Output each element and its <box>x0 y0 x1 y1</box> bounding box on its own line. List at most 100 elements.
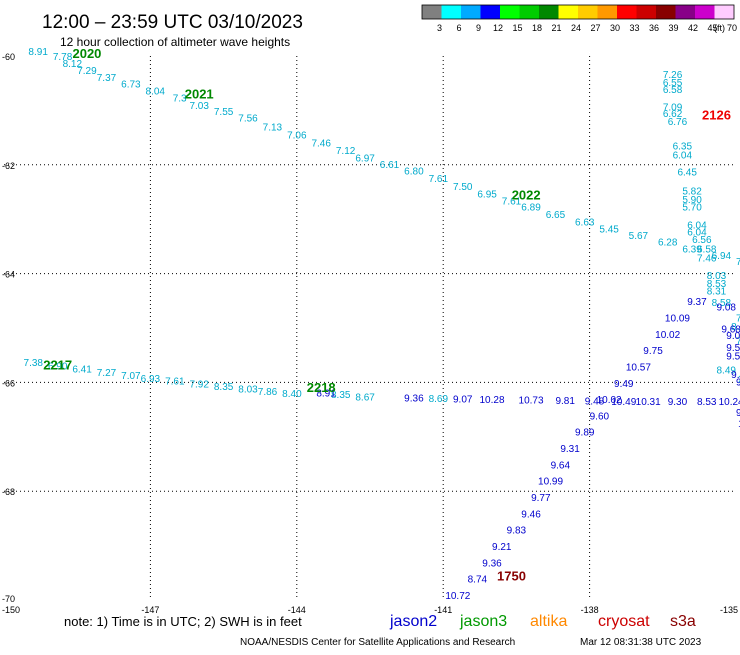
legend-bin-label: 70 <box>727 23 737 33</box>
wave-height-value: 6.28 <box>658 237 678 248</box>
map-plot-area: 8.91 7.788.127.297.37 6.73 8.04 7.37.03 7.55 7… <box>0 46 740 602</box>
latitude-label: -60 <box>2 52 15 62</box>
figure-subtitle: 12 hour collection of altimeter wave hei… <box>60 35 290 49</box>
wave-height-value: 7.61 <box>429 174 449 185</box>
wave-height-value: 7.55 <box>214 107 234 118</box>
wave-height-value: 6.97 <box>355 154 375 165</box>
wave-height-value: 5.82 <box>682 187 702 198</box>
legend-bin-label: 18 <box>532 23 542 33</box>
legend-swatch <box>461 5 481 19</box>
wave-height-value: 10.28 <box>479 395 504 406</box>
wave-height-value: 6.56 <box>692 235 712 246</box>
legend-swatch <box>539 5 559 19</box>
wave-height-value: 6.39 <box>682 244 702 255</box>
pass-time-label: 2022 <box>512 188 541 203</box>
wave-height-value: 10.57 <box>626 362 651 373</box>
satellite-name: jason3 <box>459 613 507 630</box>
wave-height-value: 8.53 <box>697 397 717 408</box>
wave-height-value: 6.94 <box>712 251 732 262</box>
wave-height-value: 7.27 <box>97 368 117 379</box>
wave-height-value: 6.45 <box>677 168 697 179</box>
legend-swatch <box>422 5 442 19</box>
wave-height-value: 7.07 <box>121 371 141 382</box>
wave-height-value: 6.55 <box>663 78 683 89</box>
wave-height-value: 9.07 <box>453 395 473 406</box>
wave-height-value: 9.60 <box>590 411 610 422</box>
legend-bin-label: 3 <box>437 23 442 33</box>
wave-height-value: 7.86 <box>258 387 278 398</box>
wave-height-value: 8.58 <box>712 298 732 309</box>
wave-height-value: 7.92 <box>189 379 209 390</box>
wave-height-value: 7.93 <box>736 257 740 268</box>
wave-height-value: 9.36 <box>404 393 424 404</box>
longitude-label: -150 <box>2 605 20 615</box>
wave-height-value: 8.12 <box>63 59 83 70</box>
wave-height-value: 8.69 <box>429 394 449 405</box>
map-grid <box>4 56 736 600</box>
wave-height-value: 10.09 <box>665 313 690 324</box>
legend-bin-label: 30 <box>610 23 620 33</box>
wave-height-value: 9.08 <box>717 303 737 314</box>
latitude-label: -70 <box>2 594 15 604</box>
wave-height-value: 7.46 <box>697 254 717 265</box>
altimeter-tracks: 8.91 7.788.127.297.37 6.73 8.04 7.37.03 7.55 7… <box>24 47 740 602</box>
pass-time-label: 2020 <box>72 46 101 61</box>
longitude-label: -135 <box>720 605 738 615</box>
wave-height-value: 8.04 <box>146 87 166 98</box>
wave-height-value: 9.89 <box>575 428 595 439</box>
wave-height-value: 6.58 <box>663 85 683 96</box>
figure-title: 12:00 – 23:59 UTC 03/10/2023 <box>42 12 303 33</box>
wave-height-value: 6.41 <box>72 365 92 376</box>
pass-time-label: 2021 <box>185 86 214 101</box>
longitude-label: -138 <box>581 605 599 615</box>
legend-swatch <box>558 5 578 19</box>
legend-bin-label: 33 <box>629 23 639 33</box>
wave-height-value: 7.3 <box>173 94 187 105</box>
wave-height-value: 6.76 <box>668 117 688 128</box>
wave-height-value: 8.49 <box>717 366 737 377</box>
wave-height-value: 5.70 <box>682 202 702 213</box>
wave-height-value: 7.06 <box>287 131 307 142</box>
altimeter-track: 9.089.689.039.539.519.769.699.2010.339.7… <box>717 303 740 430</box>
wave-height-value: 7.50 <box>453 182 473 193</box>
wave-height-value: 7.77 <box>736 313 740 324</box>
latitude-label: -66 <box>2 378 15 388</box>
footer-timestamp: Mar 12 08:31:38 UTC 2023 <box>580 637 702 648</box>
altimeter-track: 8.91 7.788.127.297.37 6.73 8.04 7.37.03 7.55 7… <box>28 47 740 268</box>
wave-height-value: 6.90 <box>48 361 68 372</box>
satellite-name: jason2 <box>389 613 437 630</box>
legend-bin-label: 6 <box>456 23 461 33</box>
legend-unit: (ft) <box>714 23 725 33</box>
wave-height-value: 9.31 <box>560 444 580 455</box>
wave-height-value: 9.03 <box>726 331 740 342</box>
wave-height-value: 10.33 <box>738 419 740 430</box>
wave-height-value: 9.30 <box>668 397 688 408</box>
wave-height-value: 9.48 <box>585 397 605 408</box>
legend-bin-label: 42 <box>688 23 698 33</box>
wave-height-value: 7.09 <box>663 102 683 113</box>
wave-height-value: 6.65 <box>546 210 566 221</box>
legend-swatch <box>480 5 500 19</box>
legend-bin-label: 45 <box>707 23 717 33</box>
satellite-name: cryosat <box>598 613 650 630</box>
wave-height-value: 7.37 <box>97 73 117 84</box>
wave-height-value: 10.02 <box>597 395 622 406</box>
legend-bin-label: 24 <box>571 23 581 33</box>
wave-height-value: 9.76 <box>731 370 740 381</box>
wave-height-value: 6.58 <box>697 244 717 255</box>
wave-height-value: 8.74 <box>468 575 488 586</box>
wave-height-value: 10.73 <box>519 396 544 407</box>
wave-height-value: 8.35 <box>331 390 351 401</box>
wave-height-value: 8.40 <box>282 389 302 400</box>
altimeter-track: 7.38 6.90 6.41 7.27 7.07 6.93 7.61 7.92 8.35 8.03… <box>24 358 449 405</box>
map-axes: -60 -62 -64 -66 -68 -70-150 -147 -144 -141 -138 -1… <box>2 52 738 615</box>
wave-height-value: 7.12 <box>336 146 356 157</box>
wave-height-value: 5.45 <box>599 224 619 235</box>
wave-height-value: 7.38 <box>24 358 44 369</box>
wave-height-value: 8.94 <box>731 322 740 333</box>
wave-height-value: 6.93 <box>141 374 161 385</box>
wave-height-value: 5.90 <box>682 195 702 206</box>
wave-height-value: 7.81 <box>736 336 740 347</box>
